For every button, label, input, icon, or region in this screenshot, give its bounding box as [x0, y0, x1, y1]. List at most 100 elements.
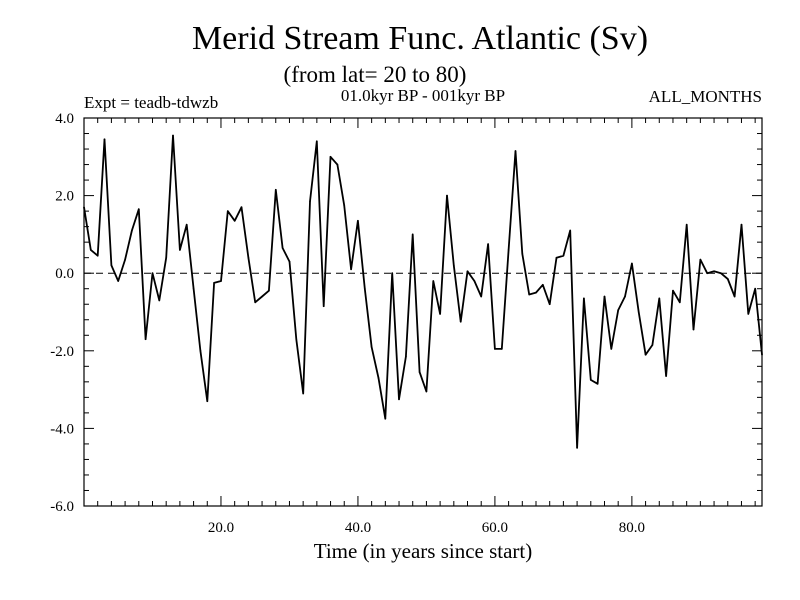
data-point — [535, 291, 537, 294]
data-point — [494, 348, 496, 350]
data-point — [466, 270, 469, 273]
data-point — [336, 163, 339, 166]
data-point — [637, 311, 640, 313]
data-point — [603, 295, 606, 298]
data-point — [658, 297, 661, 300]
data-point — [199, 350, 202, 352]
data-point — [233, 220, 236, 222]
data-point — [295, 338, 298, 341]
data-point — [644, 353, 647, 356]
data-point — [165, 256, 167, 259]
data-point — [453, 264, 455, 267]
data-point — [220, 280, 222, 282]
data-point — [158, 299, 161, 302]
data-point — [316, 140, 318, 143]
data-point — [459, 320, 462, 323]
data-point — [144, 338, 147, 341]
data-point — [103, 138, 106, 141]
data-point — [96, 254, 99, 257]
data-point — [192, 287, 195, 290]
data-point — [247, 256, 250, 259]
y-tick-label: -2.0 — [50, 344, 74, 360]
data-point — [268, 289, 270, 292]
data-point — [747, 313, 750, 315]
data-point — [309, 200, 311, 203]
y-axis: -6.0 -4.0 -2.0 0.0 2.0 4.0 — [50, 111, 762, 515]
data-point — [172, 134, 174, 137]
data-point — [521, 253, 524, 255]
data-point — [370, 346, 373, 348]
data-point — [185, 223, 188, 226]
y-tick-label: 4.0 — [55, 111, 74, 127]
data-point — [514, 150, 517, 152]
months-label: ALL_MONTHS — [649, 87, 762, 106]
data-point — [679, 301, 681, 304]
x-tick-label: 60.0 — [482, 520, 508, 536]
data-point — [90, 249, 92, 251]
data-point — [685, 223, 688, 226]
data-point — [507, 249, 510, 251]
data-point — [357, 220, 359, 222]
data-point — [405, 355, 407, 358]
data-point — [391, 272, 394, 275]
data-point — [692, 328, 695, 331]
data-point — [672, 289, 674, 292]
data-point — [542, 284, 544, 286]
data-point — [439, 313, 441, 315]
data-point — [425, 390, 428, 393]
data-point — [569, 229, 571, 232]
data-point — [124, 258, 126, 261]
data-point — [418, 371, 421, 373]
data-point — [411, 233, 414, 236]
data-point — [590, 379, 592, 381]
data-point — [151, 272, 154, 275]
plot-area: -6.0 -4.0 -2.0 0.0 2.0 4.0 20.0 40.0 60.0 80.0 — [50, 111, 763, 536]
y-tick-label: 2.0 — [55, 189, 74, 205]
data-point — [110, 264, 113, 267]
data-point — [131, 229, 133, 232]
data-point — [706, 272, 708, 275]
data-point — [548, 303, 551, 306]
x-axis: 20.0 40.0 60.0 80.0 — [97, 118, 756, 536]
data-point — [610, 348, 613, 350]
chart-title: Merid Stream Func. Atlantic (Sv) — [192, 20, 648, 57]
period-label: 01.0kyr BP - 001kyr BP — [341, 86, 505, 105]
series-line — [83, 134, 763, 449]
data-point — [480, 295, 483, 298]
data-point — [275, 189, 277, 191]
data-point — [740, 223, 743, 226]
data-point — [206, 400, 209, 403]
data-point — [432, 280, 435, 282]
data-point — [302, 392, 305, 395]
data-point — [281, 247, 284, 249]
data-point — [384, 417, 387, 420]
data-point — [261, 295, 263, 298]
x-axis-label: Time (in years since start) — [314, 539, 533, 563]
data-point — [720, 272, 722, 275]
data-point — [761, 353, 763, 356]
plot-frame — [83, 117, 763, 507]
data-point — [322, 305, 325, 308]
data-point — [117, 280, 119, 282]
data-point — [240, 206, 243, 208]
data-point — [733, 295, 736, 298]
data-point — [583, 297, 585, 300]
data-point — [487, 243, 489, 245]
series-points — [83, 134, 763, 449]
data-point — [329, 156, 332, 158]
data-point — [446, 194, 448, 197]
data-point — [501, 348, 503, 350]
data-point — [617, 309, 619, 311]
data-point — [350, 268, 352, 271]
data-point — [254, 301, 256, 304]
chart-subtitle: (from lat= 20 to 80) — [284, 62, 467, 87]
expt-label: Expt = teadb-tdwzb — [84, 93, 218, 112]
data-point — [288, 260, 291, 263]
data-point — [83, 206, 85, 208]
data-point — [473, 280, 476, 282]
data-point — [213, 282, 215, 284]
x-tick-label: 80.0 — [619, 520, 645, 536]
y-tick-label: 0.0 — [55, 266, 74, 282]
data-point — [364, 287, 366, 290]
